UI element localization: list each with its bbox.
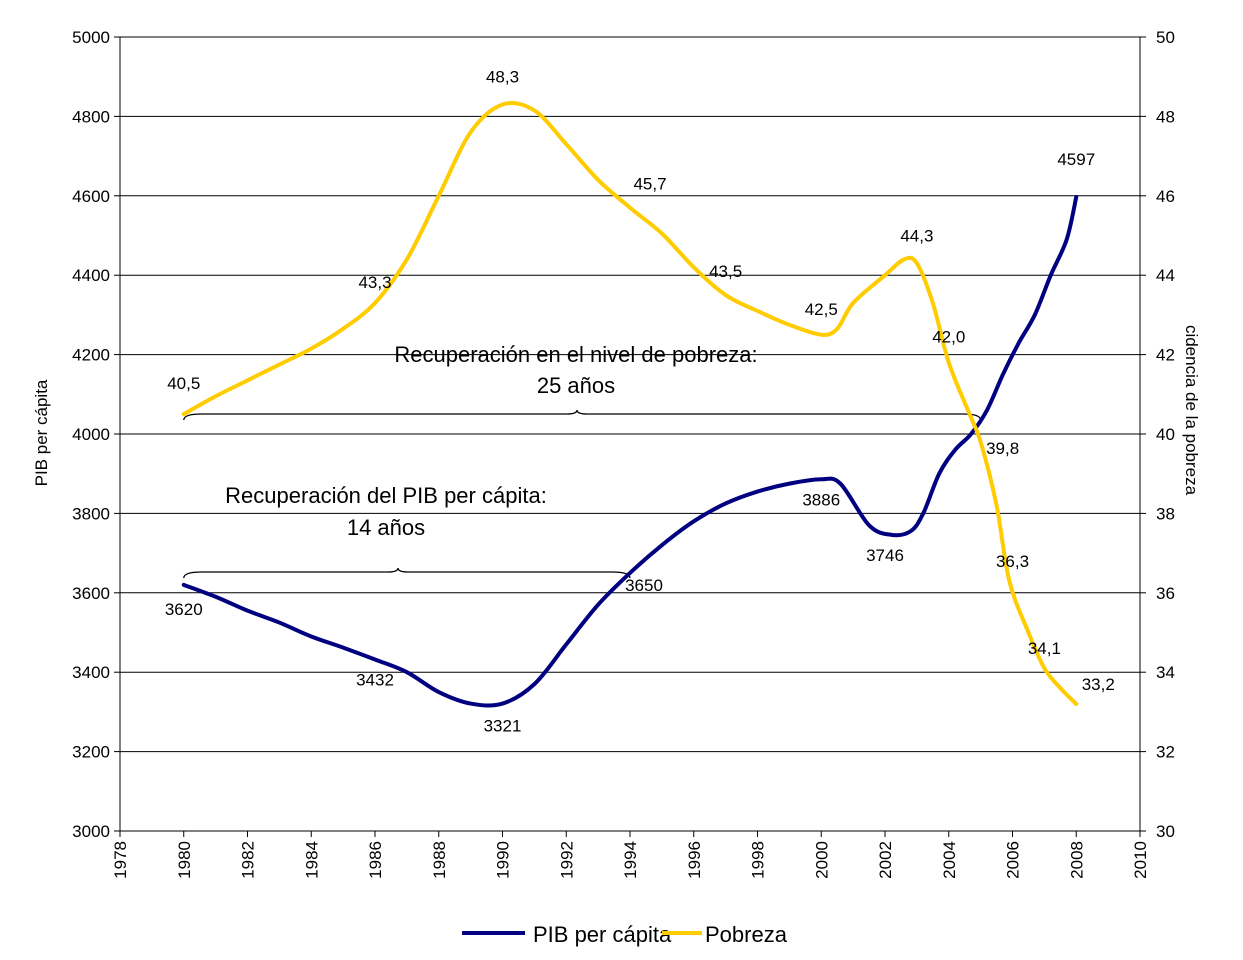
legend-label-pib: PIB per cápita <box>533 922 672 947</box>
y-left-tick-label: 4800 <box>72 107 110 126</box>
data-label-pib: 3746 <box>866 546 904 565</box>
data-label-pobreza: 48,3 <box>486 67 519 86</box>
y-right-tick-label: 40 <box>1156 425 1175 444</box>
y-left-tick-label: 3000 <box>72 822 110 841</box>
y-left-tick-label: 3200 <box>72 743 110 762</box>
y-right-tick-label: 46 <box>1156 187 1175 206</box>
y-left-tick-label: 4000 <box>72 425 110 444</box>
y-left-tick-label: 3800 <box>72 504 110 523</box>
y-left-tick-label: 4400 <box>72 266 110 285</box>
data-labels: 3620 3432 3321 3650 3886 3746 4597 40,5 43,3 48,3… <box>165 67 1115 735</box>
y-axis-right-title: cidencia de la pobreza <box>1182 325 1201 496</box>
x-tick-label: 1990 <box>494 841 513 879</box>
data-label-pobreza: 42,5 <box>805 300 838 319</box>
annotation-brace <box>183 567 631 579</box>
y-left-tick-label: 3600 <box>72 584 110 603</box>
y-left-tick-label: 4600 <box>72 187 110 206</box>
x-tick-label: 1996 <box>685 841 704 879</box>
y-right-tick-label: 42 <box>1156 346 1175 365</box>
x-tick-label: 2002 <box>876 841 895 879</box>
data-label-pobreza: 40,5 <box>167 374 200 393</box>
data-label-pobreza: 33,2 <box>1082 675 1115 694</box>
data-label-pobreza: 34,1 <box>1028 639 1061 658</box>
y-right-tick-label: 48 <box>1156 107 1175 126</box>
annotation-text: 14 años <box>347 515 425 540</box>
data-label-pobreza: 44,3 <box>900 226 933 245</box>
x-tick-label: 2000 <box>812 841 831 879</box>
data-label-pobreza: 43,5 <box>709 262 742 281</box>
gridlines <box>120 36 1140 753</box>
data-label-pobreza: 39,8 <box>986 439 1019 458</box>
y-right-tick-label: 30 <box>1156 822 1175 841</box>
series-line-pib <box>181 194 1079 708</box>
axes: 3000 3200 3400 3600 3800 4000 4200 4400 4600 4800… <box>72 28 1175 879</box>
data-label-pobreza: 42,0 <box>932 328 965 347</box>
x-tick-label: 1982 <box>239 841 258 879</box>
annotations: Recuperación en el nivel de pobreza: 25 a… <box>183 342 982 579</box>
data-label-pib: 3620 <box>165 600 203 619</box>
data-label-pobreza: 45,7 <box>633 175 666 194</box>
y-right-tick-label: 38 <box>1156 504 1175 523</box>
data-label-pib: 3886 <box>802 490 840 509</box>
data-label-pib: 4597 <box>1057 150 1095 169</box>
data-label-pib: 3650 <box>625 576 663 595</box>
y-right-tick-label: 50 <box>1156 28 1175 47</box>
x-tick-label: 1988 <box>430 841 449 879</box>
data-label-pib: 3321 <box>484 717 522 736</box>
y-right-tick-label: 32 <box>1156 743 1175 762</box>
annotation-text: Recuperación en el nivel de pobreza: <box>394 342 757 367</box>
legend: PIB per cápita Pobreza <box>462 922 788 947</box>
x-tick-label: 1992 <box>557 841 576 879</box>
y-right-tick-label: 36 <box>1156 584 1175 603</box>
y-right-tick-label: 34 <box>1156 663 1175 682</box>
y-left-tick-label: 5000 <box>72 28 110 47</box>
annotation-brace <box>183 409 982 421</box>
data-label-pobreza: 36,3 <box>996 552 1029 571</box>
x-tick-label: 1980 <box>175 841 194 879</box>
x-tick-label: 1984 <box>302 841 321 879</box>
series <box>181 100 1079 708</box>
x-tick-label: 1994 <box>621 841 640 879</box>
y-left-tick-label: 4200 <box>72 346 110 365</box>
data-label-pib: 3432 <box>356 670 394 689</box>
annotation-text: Recuperación del PIB per cápita: <box>225 483 547 508</box>
y-axis-left-title: PIB per cápita <box>32 379 51 486</box>
series-line-pobreza <box>181 100 1079 706</box>
x-tick-label: 1998 <box>749 841 768 879</box>
data-label-pobreza: 43,3 <box>358 273 391 292</box>
legend-label-pobreza: Pobreza <box>705 922 788 947</box>
y-right-tick-label: 44 <box>1156 266 1175 285</box>
x-tick-label: 1978 <box>111 841 130 879</box>
y-left-tick-label: 3400 <box>72 663 110 682</box>
x-tick-label: 2008 <box>1067 841 1086 879</box>
x-tick-label: 2004 <box>940 841 959 879</box>
x-tick-label: 2006 <box>1004 841 1023 879</box>
annotation-text: 25 años <box>537 373 615 398</box>
x-tick-label: 1986 <box>366 841 385 879</box>
x-tick-label: 2010 <box>1131 841 1150 879</box>
